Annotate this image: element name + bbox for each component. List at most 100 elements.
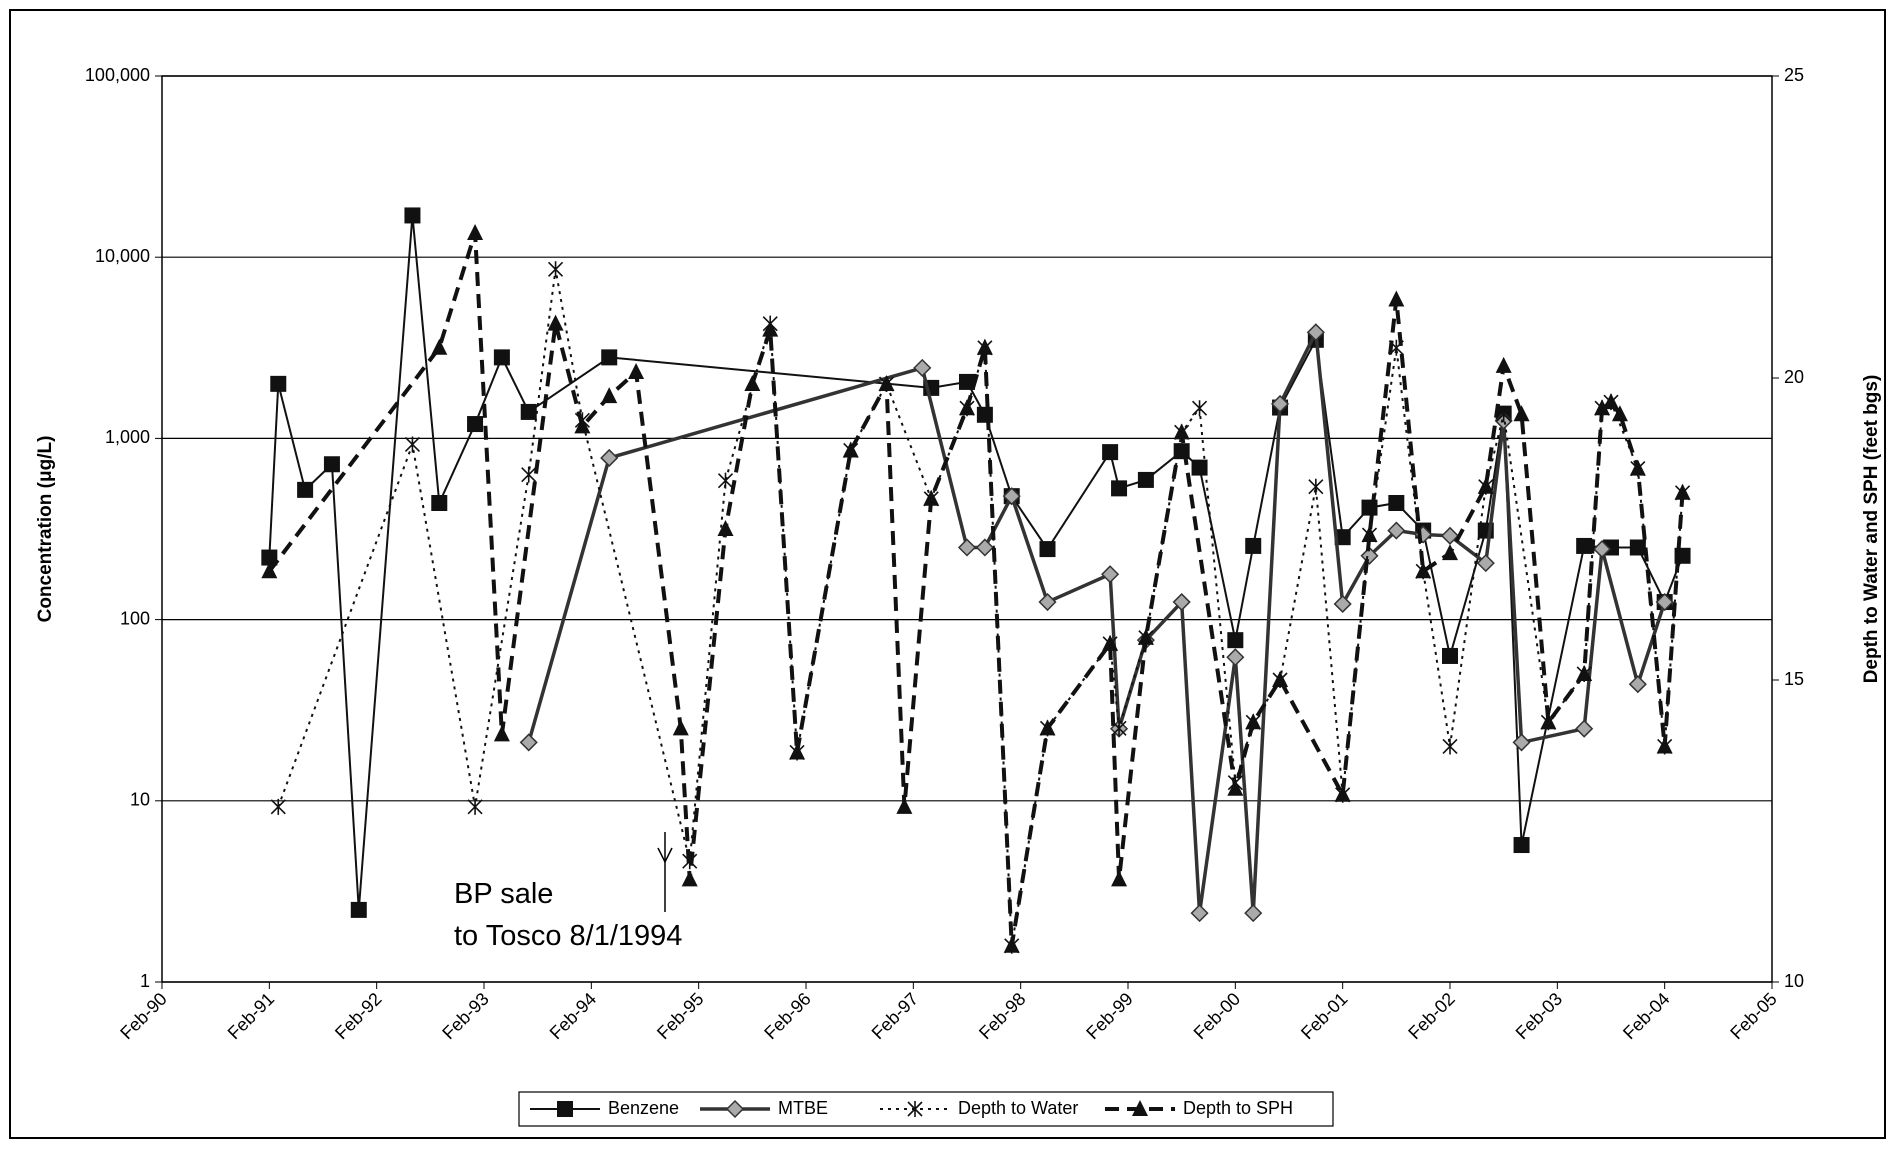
y2-tick-label: 15 [1784, 669, 1804, 689]
data-point [601, 387, 618, 404]
data-point [1306, 323, 1325, 342]
data-point [878, 375, 895, 392]
data-point [959, 399, 975, 416]
data-point [1495, 356, 1512, 373]
data-point [1191, 400, 1208, 417]
y2-axis-title: Depth to Water and SPH (feet bgs) [1861, 375, 1882, 684]
data-point [1191, 459, 1208, 476]
y-tick-label: 1,000 [105, 427, 150, 447]
data-point [1513, 405, 1530, 422]
data-point [1387, 521, 1406, 540]
data-point [600, 448, 619, 468]
data-point [270, 798, 286, 815]
data-point [1655, 592, 1674, 612]
data-point [1512, 733, 1531, 752]
x-tick-label: Feb-99 [1082, 989, 1136, 1043]
legend-marker [725, 1099, 745, 1119]
data-point [574, 417, 591, 434]
data-point [261, 549, 278, 566]
data-point [1674, 483, 1691, 500]
data-point [1440, 526, 1460, 545]
data-point [976, 406, 993, 423]
x-tick-label: Feb-96 [760, 989, 814, 1043]
data-point [1576, 537, 1593, 554]
data-point [1594, 399, 1611, 416]
data-point [913, 358, 932, 377]
x-tick-label: Feb-97 [868, 989, 922, 1043]
data-point [520, 403, 537, 420]
data-point [323, 456, 340, 473]
series-line [527, 326, 1667, 914]
data-point [1039, 719, 1056, 736]
legend-label: Depth to Water [958, 1098, 1078, 1118]
data-point [975, 538, 994, 557]
data-point [628, 362, 645, 379]
data-point [1442, 647, 1458, 664]
data-point [547, 314, 564, 331]
data-point [1102, 444, 1119, 461]
x-tick-label: Feb-00 [1190, 989, 1244, 1043]
x-tick-label: Feb-98 [975, 989, 1029, 1043]
data-point [717, 520, 734, 536]
y-tick-label: 100 [120, 608, 150, 628]
series-line [267, 232, 1685, 947]
data-point [789, 743, 806, 760]
series-line [277, 269, 1684, 946]
data-point [297, 481, 314, 498]
data-point [842, 441, 859, 458]
legend-label: Benzene [608, 1098, 679, 1118]
data-point [1361, 526, 1378, 543]
data-point [1415, 562, 1432, 579]
x-tick-label: Feb-91 [224, 989, 278, 1043]
data-point [1227, 632, 1244, 649]
x-tick-label: Feb-90 [116, 989, 170, 1043]
data-point [1388, 290, 1405, 307]
data-point [519, 733, 538, 752]
x-tick-label: Feb-95 [653, 989, 707, 1043]
data-point [1003, 936, 1020, 953]
annotation-arrow-head [657, 847, 673, 864]
chart-border [9, 9, 1886, 1139]
data-point [1038, 592, 1057, 612]
data-point [1592, 540, 1612, 559]
data-point [1656, 737, 1673, 754]
data-point [1603, 393, 1619, 410]
x-tick-label: Feb-94 [546, 989, 600, 1043]
data-point [1137, 628, 1154, 645]
y-tick-label: 1 [140, 971, 150, 991]
data-point [1442, 738, 1458, 755]
data-point [672, 719, 689, 736]
data-point [1513, 837, 1530, 854]
data-point [1442, 544, 1458, 561]
y2-tick-label: 20 [1784, 367, 1804, 387]
data-point [547, 261, 564, 278]
legend-label: MTBE [778, 1098, 828, 1118]
data-point [923, 489, 940, 506]
data-point [1477, 477, 1494, 494]
y2-tick-label: 10 [1784, 971, 1804, 991]
data-point [1227, 779, 1244, 796]
data-point [404, 207, 421, 224]
data-point [1540, 713, 1557, 730]
data-point [762, 320, 779, 337]
legend-marker [907, 1101, 923, 1117]
y-axis-title: Concentration (μg/L) [35, 436, 56, 623]
data-point [1002, 487, 1021, 506]
data-point [1360, 546, 1379, 565]
data-point [717, 472, 734, 489]
data-point [1137, 471, 1154, 488]
data-point [1333, 594, 1352, 614]
plot-frame [161, 75, 1773, 983]
legend-marker [557, 1101, 573, 1117]
data-point [1102, 634, 1119, 651]
data-point [404, 436, 421, 453]
data-point [350, 901, 367, 918]
y-tick-label: 10 [130, 790, 150, 810]
data-point [959, 373, 975, 390]
data-point [467, 224, 484, 241]
data-point [493, 349, 510, 366]
x-tick-label: Feb-92 [331, 989, 385, 1043]
data-point [1629, 539, 1646, 556]
data-point [1308, 478, 1324, 495]
